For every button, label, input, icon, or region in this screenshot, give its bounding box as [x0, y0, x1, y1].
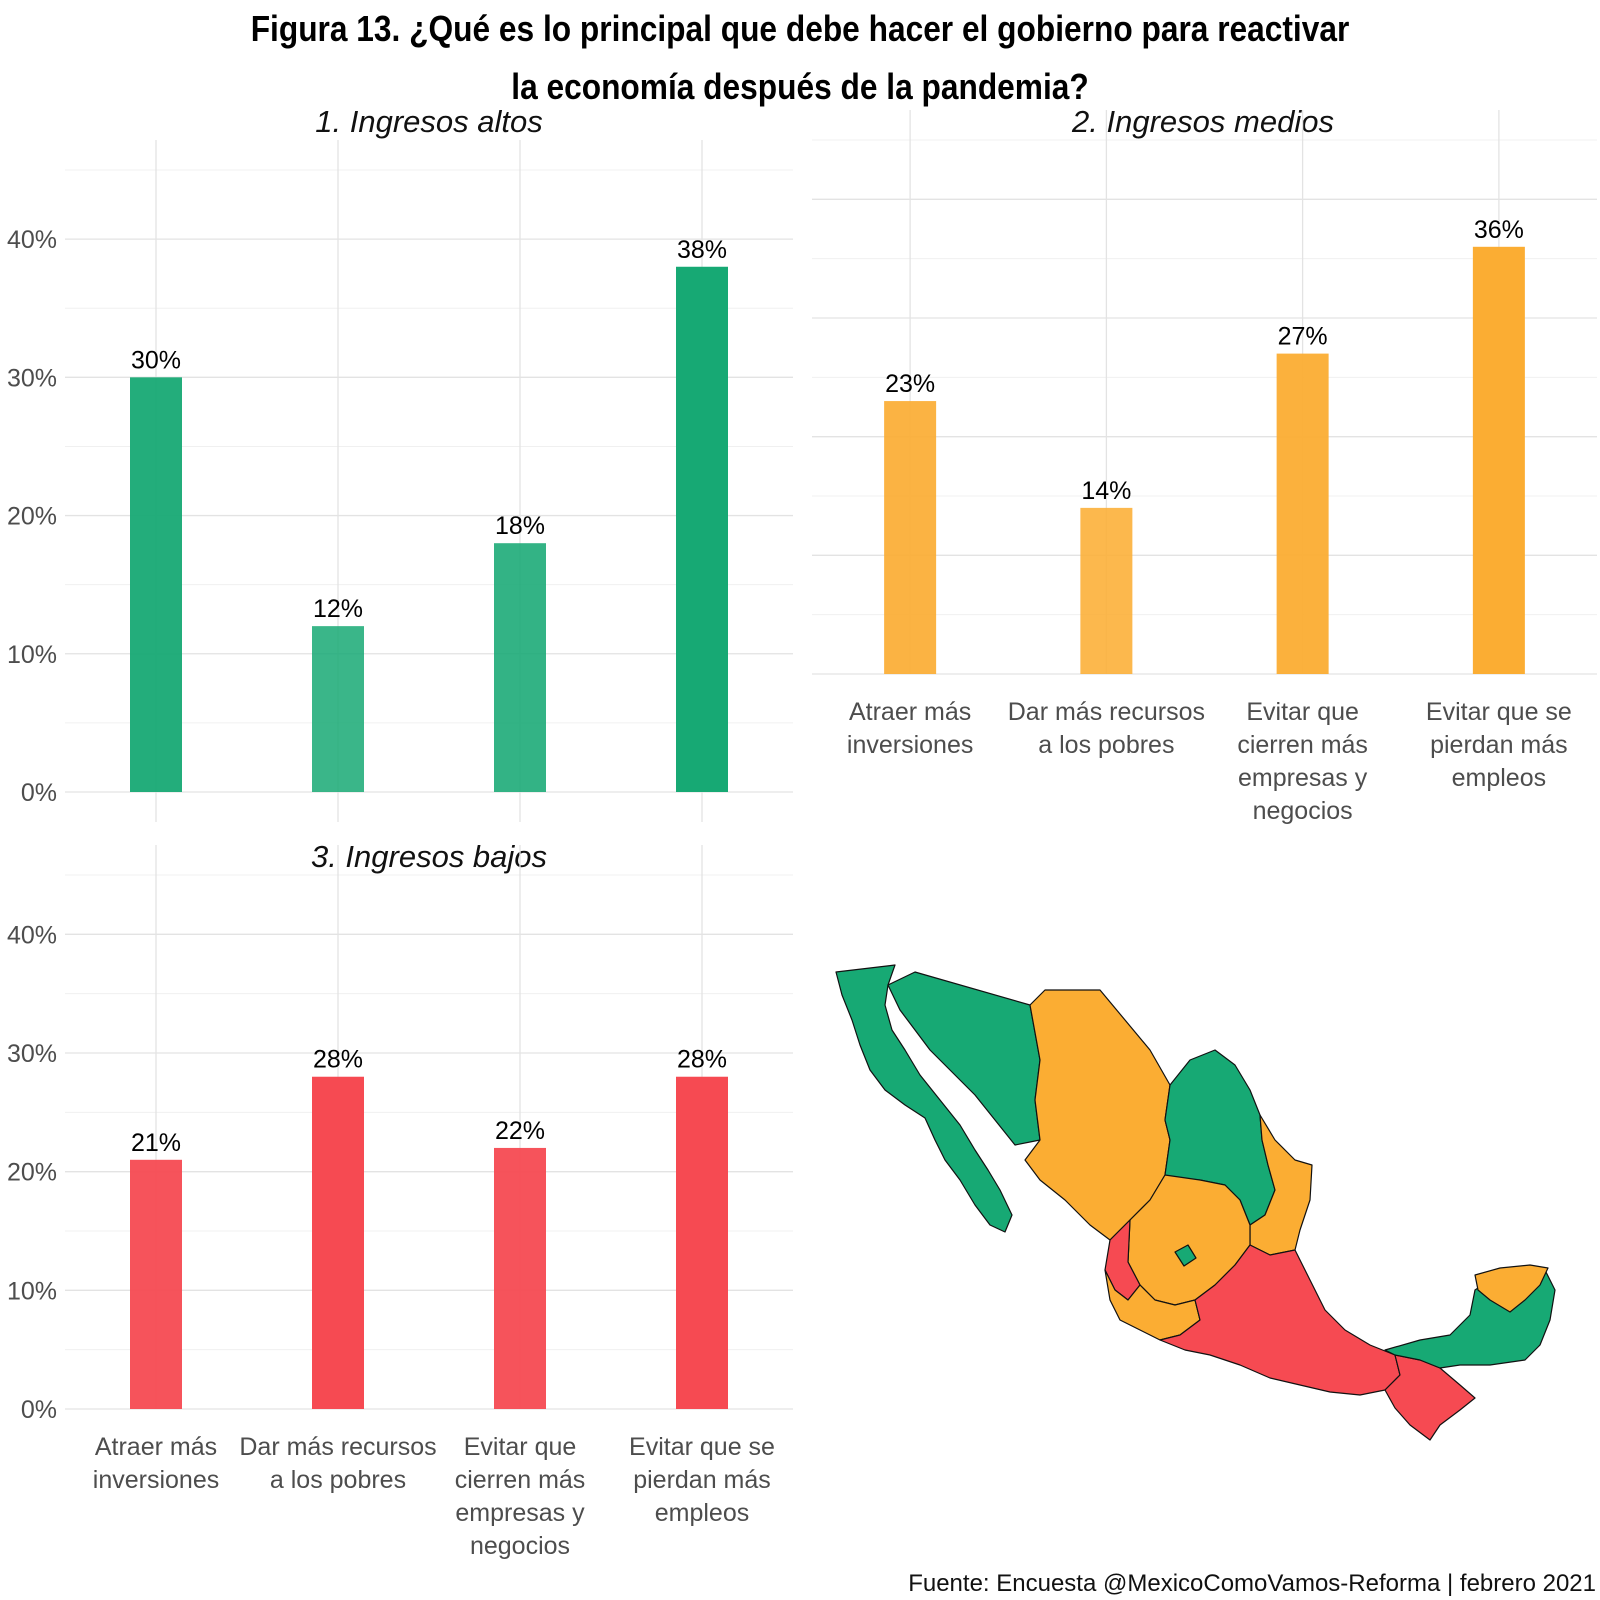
bar-value-label: 28% [313, 1046, 363, 1074]
bar [1080, 507, 1133, 674]
mexico-map [835, 964, 1556, 1441]
panel-title: 1. Ingresos altos [315, 104, 542, 139]
y-tick-label: 0% [21, 1396, 57, 1424]
bar-value-label: 21% [131, 1129, 181, 1157]
map-region-yucatan [1474, 1264, 1549, 1313]
panel-title: 2. Ingresos medios [1071, 104, 1334, 139]
bar [676, 1076, 728, 1409]
bar [312, 626, 364, 792]
bar-value-label: 14% [1081, 477, 1131, 505]
bar-value-label: 23% [885, 370, 935, 398]
source-caption: Fuente: Encuesta @MexicoComoVamos-Reform… [908, 1570, 1596, 1597]
bar-value-label: 38% [677, 236, 727, 264]
bar-value-label: 18% [495, 512, 545, 540]
bar-value-label: 28% [677, 1046, 727, 1074]
bar-value-label: 30% [131, 346, 181, 374]
category-label: Evitar que se pierdan más empleos [629, 1433, 775, 1527]
bar-value-label: 27% [1278, 323, 1328, 351]
y-tick-label: 0% [21, 779, 57, 807]
y-tick-label: 30% [7, 1040, 57, 1068]
figure-title-line-1: Figura 13. ¿Qué es lo principal que debe… [250, 8, 1350, 49]
category-label: Atraer más inversiones [93, 1433, 219, 1494]
map-region-south-central [1159, 1244, 1401, 1396]
bar [676, 266, 728, 792]
map-region-sonora [887, 971, 1041, 1146]
y-tick-label: 40% [7, 921, 57, 949]
map-region-chiapas [1384, 1354, 1476, 1441]
y-tick-label: 10% [7, 641, 57, 669]
category-label: Evitar que cierren más empresas y negocios [455, 1433, 586, 1560]
panel-ingresos-medios: 2. Ingresos medios 23% 14% 27% 36% Atraer más… [812, 104, 1597, 825]
y-tick-label: 40% [7, 226, 57, 254]
bar [1276, 353, 1329, 674]
bar-value-label: 22% [495, 1117, 545, 1145]
y-tick-label: 20% [7, 503, 57, 531]
category-label: Atraer más inversiones [847, 698, 973, 759]
figure-title-line-2: la economía después de la pandemia? [511, 66, 1089, 107]
category-label: Dar más recursos a los pobres [1008, 698, 1205, 759]
y-tick-label: 20% [7, 1159, 57, 1187]
map-region-baja-california [835, 964, 1013, 1233]
map-region-aguascalientes [1174, 1244, 1197, 1267]
y-tick-label: 30% [7, 364, 57, 392]
panel-ingresos-bajos: 3. Ingresos bajos 0% 10% 20% 30% 40% 21% 28% 22%… [7, 839, 793, 1560]
category-label: Dar más recursos a los pobres [239, 1433, 436, 1494]
category-label: Evitar que cierren más empresas y negocios [1237, 698, 1368, 825]
bar-value-label: 12% [313, 595, 363, 623]
y-tick-label: 10% [7, 1277, 57, 1305]
figure-title: Figura 13. ¿Qué es lo principal que debe… [96, 0, 1504, 116]
bar [494, 543, 546, 792]
bar [1472, 246, 1525, 675]
bar [884, 401, 937, 674]
bar-value-label: 36% [1474, 216, 1524, 244]
bar [130, 377, 182, 792]
panel-title: 3. Ingresos bajos [311, 839, 547, 874]
bar [494, 1147, 546, 1409]
bar [130, 1159, 182, 1409]
bar [312, 1076, 364, 1409]
category-label: Evitar que se pierdan más empleos [1426, 698, 1572, 792]
panel-ingresos-altos: 1. Ingresos altos 0% 10% 20% 30% 40% 30% 12% 18%… [7, 104, 793, 822]
